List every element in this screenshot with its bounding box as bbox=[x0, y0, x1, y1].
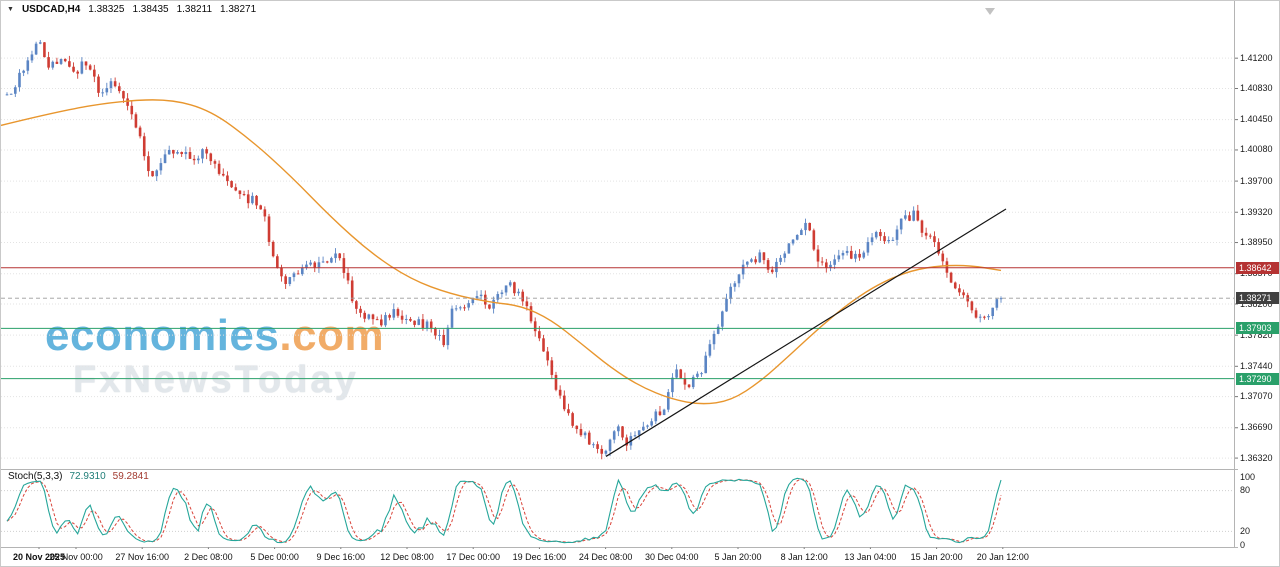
ohlc-close: 1.38271 bbox=[220, 4, 257, 15]
time-axis-label: 9 Dec 16:00 bbox=[316, 552, 366, 562]
price-tag: 1.37290 bbox=[1236, 372, 1279, 385]
price-tag: 1.37903 bbox=[1236, 322, 1279, 335]
stoch-signal-line[interactable] bbox=[6, 478, 1002, 544]
trendline[interactable] bbox=[605, 208, 1007, 457]
price-axis-tick: 1.40450 bbox=[1240, 114, 1273, 125]
ohlc-readout: ▼ USDCAD,H4 1.38325 1.38435 1.38211 1.38… bbox=[7, 4, 256, 15]
price-axis[interactable]: 1.41200 1.40830 1.40450 1.40080 1.39700 1.393… bbox=[1238, 1, 1279, 566]
chart-shift-marker-icon bbox=[985, 8, 995, 15]
time-axis[interactable]: 20 Nov 2025 25 Nov 00:00 27 Nov 16:00 2 Dec… bbox=[1, 549, 1238, 566]
stoch-main-value: 72.9310 bbox=[69, 471, 106, 482]
price-axis-tick: 1.41200 bbox=[1240, 52, 1273, 63]
price-axis-tick: 1.39320 bbox=[1240, 206, 1273, 217]
stoch-signal-value: 59.2841 bbox=[112, 471, 149, 482]
time-axis-label: 20 Jan 12:00 bbox=[976, 552, 1029, 562]
time-axis-label: 5 Jan 20:00 bbox=[714, 552, 762, 562]
stoch-axis-tick: 80 bbox=[1240, 485, 1251, 496]
price-axis-tick: 1.37820 bbox=[1240, 329, 1273, 340]
time-axis-label: 5 Dec 00:00 bbox=[250, 552, 299, 562]
time-axis-label: 20 Nov 2025 bbox=[12, 552, 66, 562]
price-axis-tick: 1.37440 bbox=[1240, 360, 1273, 371]
collapse-arrow-icon[interactable]: ▼ bbox=[7, 6, 14, 13]
price-tag: 1.38642 bbox=[1236, 261, 1279, 274]
ohlc-open: 1.38325 bbox=[88, 4, 125, 15]
stoch-axis-tick: 20 bbox=[1240, 525, 1251, 536]
stoch-axis-tick: 0 bbox=[1240, 539, 1246, 550]
time-axis-label: 13 Jan 04:00 bbox=[844, 552, 897, 562]
time-axis-label: 19 Dec 16:00 bbox=[512, 552, 567, 562]
price-axis-tick: 1.39700 bbox=[1240, 175, 1273, 186]
stoch-axis-tick: 100 bbox=[1240, 471, 1256, 482]
ohlc-high: 1.38435 bbox=[132, 4, 169, 15]
price-axis-tick: 1.40830 bbox=[1240, 82, 1273, 93]
stoch-indicator-label: Stoch(5,3,3) 72.9310 59.2841 bbox=[8, 471, 149, 482]
price-axis-tick: 1.36320 bbox=[1240, 452, 1273, 463]
time-axis-label: 15 Jan 20:00 bbox=[910, 552, 963, 562]
ohlc-low: 1.38211 bbox=[176, 4, 212, 15]
stoch-name: Stoch(5,3,3) bbox=[8, 471, 63, 482]
price-axis-tick: 1.37070 bbox=[1240, 391, 1273, 402]
time-axis-label: 8 Jan 12:00 bbox=[780, 552, 828, 562]
stoch-main-line[interactable] bbox=[6, 477, 1002, 544]
time-axis-label: 2 Dec 08:00 bbox=[184, 552, 233, 562]
price-axis-tick: 1.38950 bbox=[1240, 237, 1273, 248]
moving-average-line[interactable] bbox=[1, 99, 1002, 405]
price-axis-tick: 1.36690 bbox=[1240, 422, 1273, 433]
price-axis-tick: 1.40080 bbox=[1240, 144, 1273, 155]
candles-layer bbox=[5, 39, 1003, 460]
time-axis-label: 12 Dec 08:00 bbox=[380, 552, 434, 562]
time-axis-label: 24 Dec 08:00 bbox=[578, 552, 633, 562]
time-axis-label: 17 Dec 00:00 bbox=[446, 552, 500, 562]
time-axis-label: 30 Dec 04:00 bbox=[645, 552, 699, 562]
time-axis-label: 25 Nov 00:00 bbox=[49, 552, 103, 562]
symbol-timeframe: USDCAD,H4 bbox=[21, 4, 81, 15]
price-tag: 1.38271 bbox=[1236, 292, 1279, 305]
time-axis-label: 27 Nov 16:00 bbox=[115, 552, 169, 562]
grid-layer bbox=[1, 57, 1238, 532]
